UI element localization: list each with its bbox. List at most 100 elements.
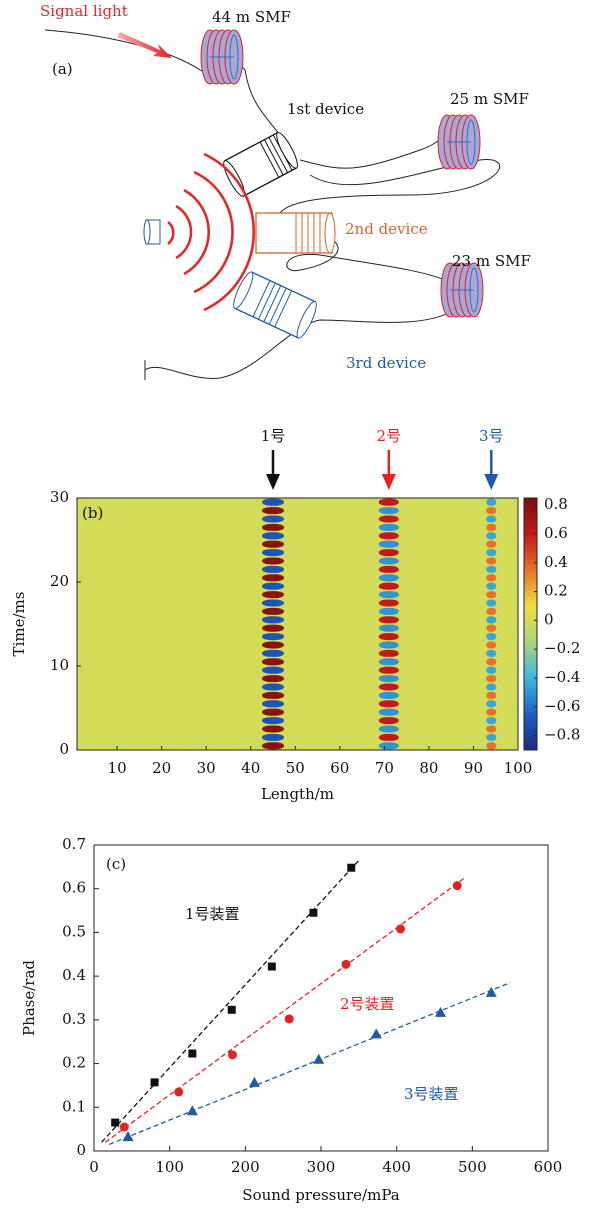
heatmap-cell [378, 591, 399, 599]
heatmap-cell [486, 565, 497, 573]
heatmap-cell [378, 507, 399, 515]
heatmap-cell [486, 549, 497, 557]
heatmap-cell [486, 658, 497, 666]
x-tick-label: 600 [534, 1158, 563, 1176]
point [186, 1105, 198, 1116]
colorbar [523, 497, 538, 751]
panel-label: (a) [52, 60, 73, 78]
heatmap-cell [378, 607, 399, 615]
heatmap-cell [486, 742, 497, 750]
x-tick-label: 500 [458, 1158, 487, 1176]
annotation: 3号 [479, 427, 504, 445]
heatmap-cell [378, 582, 399, 590]
x-tick-label: 20 [152, 759, 171, 777]
heatmap-cell [262, 582, 284, 590]
y-axis-label: Phase/rad [20, 960, 38, 1036]
y-tick-label: 0.3 [62, 1010, 86, 1028]
colorbar-tick-label: 0.6 [544, 524, 568, 542]
heatmap-cell [486, 574, 497, 582]
colorbar-tick-label: 0 [544, 610, 554, 628]
heatmap-cell [262, 549, 284, 557]
fiber-label: 44 m SMF [212, 8, 291, 26]
point [347, 863, 356, 872]
x-tick-label: 10 [108, 759, 127, 777]
colorbar-tick-label: −0.6 [544, 697, 580, 715]
heatmap-cell [262, 565, 284, 573]
heatmap-cell [262, 742, 284, 750]
heatmap-cell [486, 599, 497, 607]
heatmap-cell [486, 691, 497, 699]
point [267, 962, 276, 971]
heatmap-cell [378, 557, 399, 565]
point [395, 924, 405, 934]
speaker [143, 219, 151, 245]
point [341, 959, 351, 969]
colorbar-tick-label: −0.2 [544, 639, 580, 657]
heatmap-cell [378, 549, 399, 557]
heatmap-cell [378, 725, 399, 733]
colorbar-tick-label: 0.2 [544, 582, 568, 600]
y-axis-label: Time/ms [10, 592, 28, 657]
series-label: 1号装置 [185, 905, 240, 923]
heatmap-cell [378, 675, 399, 683]
fit-line [104, 877, 466, 1143]
heatmap-cell [262, 683, 284, 691]
heatmap-cell [378, 700, 399, 708]
heatmap-cell [486, 591, 497, 599]
heatmap-cell [378, 523, 399, 531]
series-label: 2号装置 [340, 995, 395, 1013]
annotation-arrow [484, 474, 499, 490]
y-tick-label: 10 [50, 656, 69, 674]
heatmap-cell [262, 607, 284, 615]
device-label: 2nd device [345, 220, 428, 238]
heatmap-cell [262, 523, 284, 531]
heatmap-cell [262, 691, 284, 699]
heatmap-cell [486, 616, 497, 624]
heatmap-cell [262, 633, 284, 641]
y-tick-label: 0 [76, 1141, 86, 1159]
x-tick-label: 100 [155, 1158, 184, 1176]
heatmap-cell [486, 708, 497, 716]
device-3 [233, 271, 317, 339]
x-tick-label: 100 [504, 759, 533, 777]
heatmap-cell [486, 675, 497, 683]
point [309, 908, 318, 917]
x-tick-label: 60 [330, 759, 349, 777]
x-tick-label: 40 [241, 759, 260, 777]
diagram: Signal light 44 m SMF (a) 1st device 25 … [40, 2, 531, 380]
heatmap-cell [378, 565, 399, 573]
fiber-label: 23 m SMF [452, 252, 531, 270]
y-tick-label: 0.6 [62, 879, 86, 897]
heatmap-cell [378, 649, 399, 657]
heatmap-cell [486, 717, 497, 725]
point [284, 1014, 294, 1024]
signal-label: Signal light [40, 2, 128, 20]
heatmap-cell [486, 540, 497, 548]
heatmap-cell [378, 666, 399, 674]
heatmap-cell [378, 532, 399, 540]
heatmap-cell [486, 683, 497, 691]
heatmap-cell [486, 700, 497, 708]
point [313, 1053, 325, 1064]
sound-waves [167, 152, 256, 312]
heatmap-cell [262, 675, 284, 683]
heatmap-cell [262, 532, 284, 540]
y-tick-label: 20 [50, 572, 69, 590]
heatmap-cell [486, 515, 497, 523]
fiber [299, 130, 448, 169]
heatmap-cell [378, 717, 399, 725]
heatmap-cell [262, 599, 284, 607]
heatmap-cell [378, 616, 399, 624]
heatmap-cell [262, 733, 284, 741]
heatmap-cell [262, 708, 284, 716]
heatmap-background [77, 498, 518, 750]
plot-frame [93, 844, 549, 1152]
heatmap-cell [262, 540, 284, 548]
panel-label: (c) [106, 855, 126, 873]
point [435, 1006, 447, 1017]
colorbar-tick-label: −0.4 [544, 668, 580, 686]
coil-core [229, 34, 239, 80]
x-tick-label: 200 [231, 1158, 260, 1176]
heatmap-cell [486, 624, 497, 632]
annotation: 2号 [377, 427, 402, 445]
